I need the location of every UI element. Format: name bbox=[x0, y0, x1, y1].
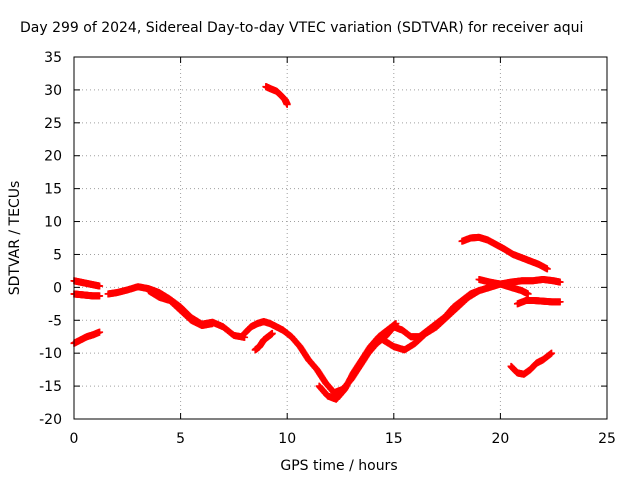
data-point bbox=[268, 329, 276, 337]
y-axis-label: SDTVAR / TECUs bbox=[7, 181, 23, 296]
series-track-4 bbox=[104, 283, 249, 341]
axis-ticks bbox=[73, 56, 608, 420]
x-tick-label: 10 bbox=[278, 431, 296, 447]
y-tick-label: -15 bbox=[39, 379, 62, 395]
series-track-14 bbox=[513, 297, 564, 308]
plot-frame bbox=[73, 56, 608, 420]
y-tick-label: -10 bbox=[39, 346, 62, 362]
x-tick-label: 5 bbox=[176, 431, 185, 447]
y-tick-label: -5 bbox=[48, 313, 62, 329]
series-track-13 bbox=[475, 275, 532, 298]
grid-lines bbox=[74, 57, 607, 419]
data-point bbox=[524, 290, 532, 298]
chart-title: Day 299 of 2024, Sidereal Day-to-day VTE… bbox=[20, 20, 583, 36]
series-track-3 bbox=[70, 328, 104, 347]
data-point bbox=[548, 349, 556, 357]
x-tick-label: 0 bbox=[70, 431, 79, 447]
x-axis-label: GPS time / hours bbox=[280, 458, 397, 474]
data-point bbox=[556, 298, 564, 306]
series-track-5 bbox=[145, 287, 217, 330]
data-point bbox=[96, 292, 104, 300]
y-tick-label: -20 bbox=[39, 412, 62, 428]
y-tick-label: 30 bbox=[44, 83, 62, 99]
data-point bbox=[475, 287, 483, 295]
data-series bbox=[70, 83, 564, 403]
data-point bbox=[96, 282, 104, 290]
data-point bbox=[392, 320, 400, 328]
y-tick-labels: -20 -15 -10 -5 0 5 10 15 20 25 30 35 bbox=[39, 50, 62, 428]
series-track-8 bbox=[262, 83, 291, 108]
data-point bbox=[543, 265, 551, 273]
series-track-2 bbox=[70, 290, 104, 300]
series-track-12 bbox=[458, 233, 551, 273]
data-point bbox=[209, 320, 217, 328]
x-tick-labels: 0 5 10 15 20 25 bbox=[70, 431, 616, 447]
series-track-1 bbox=[70, 277, 104, 290]
y-tick-label: 35 bbox=[44, 50, 62, 66]
series-track-11 bbox=[379, 287, 483, 354]
series-track-7 bbox=[251, 329, 276, 354]
y-tick-label: 0 bbox=[53, 280, 62, 296]
y-tick-label: 10 bbox=[44, 215, 62, 231]
y-tick-label: 5 bbox=[53, 247, 62, 263]
series-track-10 bbox=[315, 320, 400, 403]
data-point bbox=[96, 328, 104, 336]
data-point bbox=[556, 278, 564, 286]
x-tick-label: 25 bbox=[598, 431, 616, 447]
x-tick-label: 20 bbox=[491, 431, 509, 447]
x-tick-label: 15 bbox=[385, 431, 403, 447]
y-tick-label: 15 bbox=[44, 182, 62, 198]
series-track-6 bbox=[241, 318, 287, 337]
series-track-15 bbox=[507, 349, 556, 378]
y-tick-label: 25 bbox=[44, 116, 62, 132]
y-tick-label: 20 bbox=[44, 149, 62, 165]
data-point bbox=[283, 100, 291, 108]
